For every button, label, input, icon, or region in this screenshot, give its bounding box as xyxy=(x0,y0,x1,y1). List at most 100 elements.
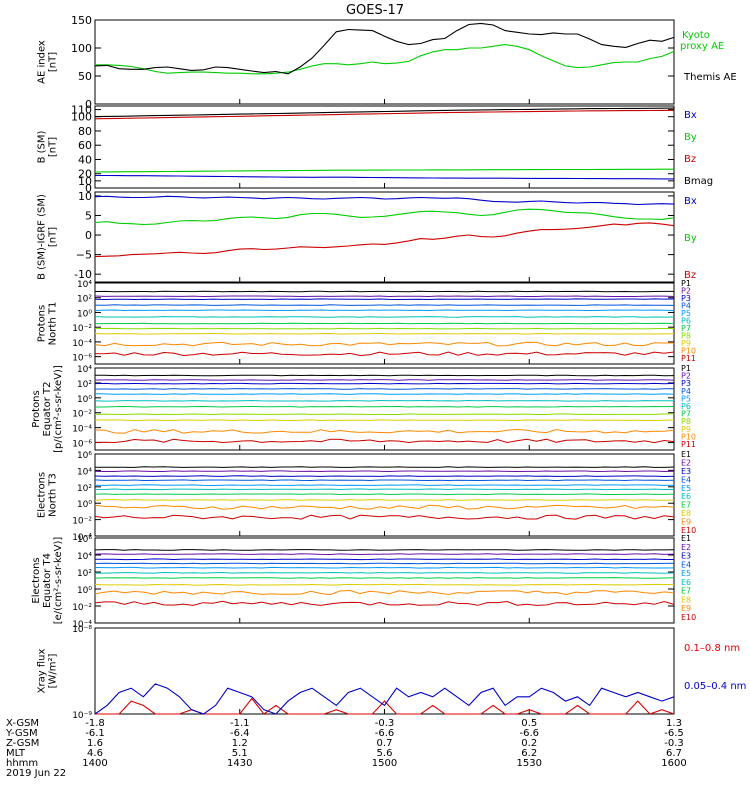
series-line-p3 xyxy=(94,298,675,301)
y-tick-label: 10⁶ xyxy=(77,451,92,461)
y-axis-label: Equator T2 xyxy=(42,382,53,437)
y-tick-label: 0 xyxy=(85,98,92,111)
y-tick-label: -10 xyxy=(74,268,92,281)
series-line-e4 xyxy=(94,562,675,565)
series-line-bz xyxy=(94,222,675,258)
series-line-bx xyxy=(94,195,675,206)
series-line-e3 xyxy=(94,475,675,478)
legend-entry: E8 xyxy=(681,509,691,518)
series-line-p1 xyxy=(94,374,675,377)
y-axis-label: [W/m²] xyxy=(48,653,59,688)
series-line-p3 xyxy=(94,382,675,385)
x-axis-value: 5.6 xyxy=(377,748,393,759)
legend-entry: P11 xyxy=(681,440,696,449)
legend-entry: E7 xyxy=(681,501,691,510)
legend-entry: E4 xyxy=(681,475,691,484)
y-axis-label: North T3 xyxy=(48,473,59,517)
x-axis-value: 1500 xyxy=(372,758,397,769)
x-axis-value: 1600 xyxy=(661,758,686,769)
y-axis-label: [e/(cm²-s-sr-keV)] xyxy=(53,537,64,625)
y-axis-label: Equator T4 xyxy=(42,553,53,608)
legend-entry: Bx xyxy=(684,196,697,207)
series-line-e7 xyxy=(94,577,675,579)
legend-entry: P1 xyxy=(681,364,691,373)
legend-entry: Themis AE xyxy=(683,72,737,83)
plot-title: GOES-17 xyxy=(346,3,404,18)
y-tick-label: 10⁻⁴ xyxy=(72,339,92,349)
panel-frame xyxy=(94,19,675,105)
series-line-e6 xyxy=(94,488,674,491)
series-line-e1 xyxy=(94,549,675,551)
legend-entry: E5 xyxy=(681,569,691,578)
legend-entry: proxy AE xyxy=(680,41,724,52)
legend-entry: P4 xyxy=(681,302,691,311)
series-line-e6 xyxy=(94,571,675,574)
series-line-e8 xyxy=(94,499,675,501)
series-line-p10 xyxy=(94,428,675,434)
y-tick-label: 10 xyxy=(78,190,92,203)
y-axis-label: Protons xyxy=(31,390,42,427)
y-axis-label: [nT] xyxy=(48,227,59,247)
legend-entry: Bz xyxy=(684,154,696,165)
x-axis-value: 6.7 xyxy=(666,748,682,759)
legend-entry: P7 xyxy=(681,410,691,419)
y-tick-label: −5 xyxy=(76,249,92,262)
series-line-bmag xyxy=(94,107,675,118)
panel-e_equator: 10⁶ 10⁴ 10² 10⁰ 10⁻² 10⁻⁴ Electrons Equator T4[… xyxy=(31,534,696,630)
series-line-e4 xyxy=(94,479,675,482)
x-axis-value: -6.5 xyxy=(664,728,684,739)
panel-frame xyxy=(94,537,675,624)
legend-entry: E7 xyxy=(681,587,691,596)
legend-entry: P4 xyxy=(681,387,691,396)
legend-entry: E1 xyxy=(681,450,691,459)
y-tick-label: 10² xyxy=(77,380,92,390)
x-axis-value: 1.6 xyxy=(87,738,103,749)
series-line-e5 xyxy=(94,566,675,569)
y-tick-label: 20 xyxy=(78,168,92,181)
series-line-p10 xyxy=(94,341,674,347)
legend-entry: E10 xyxy=(681,613,696,622)
y-tick-label: 10⁻⁹ xyxy=(72,711,92,721)
legend-entry: P10 xyxy=(681,432,696,441)
y-axis-label: Xray flux xyxy=(37,649,48,694)
x-axis-value: 0.7 xyxy=(377,738,393,749)
panel-frame xyxy=(94,453,675,537)
y-tick-label: 10 xyxy=(78,175,92,188)
legend-entry: E8 xyxy=(681,595,691,604)
legend-entry: P3 xyxy=(681,379,691,388)
panel-p_equator: 10⁴ 10² 10⁰ 10⁻² 10⁻⁴ 10⁻⁶ Protons Equator T2 [p… xyxy=(31,364,696,453)
legend-entry: E5 xyxy=(681,484,691,493)
y-tick-label: 10² xyxy=(77,484,92,494)
x-axis-row-label: hhmm xyxy=(6,758,38,769)
series-line-p11 xyxy=(94,438,675,444)
y-tick-label: 10² xyxy=(77,295,92,305)
y-tick-label: 100 xyxy=(71,42,92,55)
series-line-e10 xyxy=(94,514,675,520)
legend-entry: E2 xyxy=(681,543,691,552)
y-tick-label: 10⁴ xyxy=(77,365,92,375)
legend-entry: E1 xyxy=(681,534,691,543)
y-tick-label: 10⁰ xyxy=(77,500,92,510)
series-line-e2 xyxy=(94,553,675,556)
x-axis-value: 1400 xyxy=(82,758,107,769)
legend-entry: E10 xyxy=(681,526,696,535)
legend-entry: P6 xyxy=(681,402,691,411)
y-tick-label: 150 xyxy=(71,14,92,27)
y-tick-label: 10⁻⁴ xyxy=(72,533,92,543)
y-tick-label: 80 xyxy=(78,125,92,138)
x-axis-value: 1430 xyxy=(227,758,252,769)
y-tick-label: 10⁰ xyxy=(77,309,92,319)
x-axis-value: 0.5 xyxy=(521,718,537,729)
legend-entry: P5 xyxy=(681,394,691,403)
y-axis-label: [nT] xyxy=(48,52,59,72)
x-axis-value: -6.4 xyxy=(230,728,250,739)
y-tick-label: 10⁻⁴ xyxy=(72,620,92,630)
series-line-p5 xyxy=(94,393,675,395)
legend-entry: P8 xyxy=(681,417,691,426)
series-line-e5 xyxy=(94,484,675,487)
legend-entry: P1 xyxy=(681,279,691,288)
legend-entry: P2 xyxy=(681,287,691,296)
legend-entry: P9 xyxy=(681,425,691,434)
